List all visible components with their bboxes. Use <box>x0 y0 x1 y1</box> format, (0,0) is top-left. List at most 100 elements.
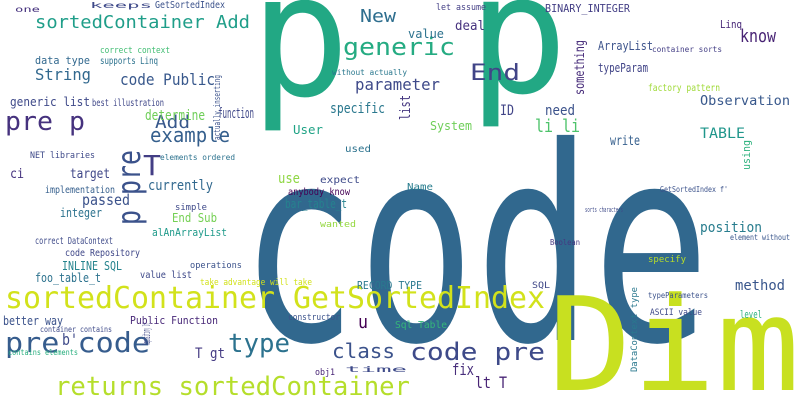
word: p <box>250 0 350 136</box>
word: ASCII value <box>650 308 702 318</box>
word: obj1 <box>315 368 335 378</box>
word: write <box>610 134 640 149</box>
word: Repository lt <box>140 323 153 345</box>
word: T gt <box>195 346 225 362</box>
word: method <box>735 278 785 294</box>
word: pre p <box>5 107 85 137</box>
word: generic list <box>10 95 90 109</box>
word: using <box>740 140 753 170</box>
word: used <box>345 144 371 155</box>
word: b' <box>62 330 78 349</box>
word: ID <box>500 103 514 119</box>
word: Linq <box>720 18 742 31</box>
word: End <box>470 61 520 86</box>
word: code Public <box>120 70 215 89</box>
word: let assume <box>436 3 486 13</box>
word: pre code <box>5 326 150 359</box>
word: u <box>358 312 368 333</box>
word: sortedContainer Add <box>35 12 250 33</box>
word: DataContext type <box>630 287 640 372</box>
word: foo_table_t <box>35 271 101 285</box>
word: typeParam <box>598 61 648 75</box>
word: deal <box>455 19 485 34</box>
word: element without <box>730 233 790 242</box>
word: bar_table_t <box>285 197 347 211</box>
word: TABLE <box>700 126 745 142</box>
word: factory pattern <box>648 83 720 94</box>
word: Add <box>155 112 190 133</box>
word: list <box>398 95 414 120</box>
word: correct DataContext <box>35 236 113 247</box>
word: without actually <box>332 68 407 77</box>
word: lt T <box>475 373 507 392</box>
word: User <box>293 123 323 137</box>
word: something <box>573 40 588 95</box>
word: RECORD TYPE <box>357 279 422 292</box>
word: better way <box>3 314 63 328</box>
word: code <box>240 89 710 400</box>
word: p pre <box>110 150 148 225</box>
word: supports Linq <box>100 56 158 67</box>
word: take advantage will take <box>200 278 312 288</box>
word: elements ordered <box>160 153 235 162</box>
word: End Sub <box>172 211 217 225</box>
word: ArrayList <box>598 39 653 53</box>
word: data type <box>35 54 90 67</box>
word: use <box>278 171 300 187</box>
word: New <box>360 6 396 27</box>
word: expect <box>320 175 360 186</box>
word: example <box>150 123 230 147</box>
word: GetSortedIndex <box>155 0 225 11</box>
word: know <box>740 26 776 47</box>
word: function <box>218 106 254 122</box>
word: keeps <box>90 1 152 10</box>
word: class <box>332 339 395 363</box>
word: li li <box>535 116 580 137</box>
word: level <box>740 308 762 321</box>
word: sortedContainer GetSortedIndex <box>5 281 545 316</box>
word: contains elements <box>8 348 78 357</box>
word: time <box>345 365 408 374</box>
word: container contains <box>40 325 112 334</box>
word: target <box>70 167 110 182</box>
word: NET libraries <box>30 151 95 161</box>
word: position <box>700 220 762 236</box>
word: specify <box>648 255 687 265</box>
word: SQL <box>532 281 550 291</box>
word: alAnArrayList <box>152 226 227 239</box>
word: type <box>228 329 290 359</box>
word: constructor <box>288 313 341 323</box>
word: INLINE SQL <box>62 259 122 273</box>
word: Sql Table <box>395 320 447 331</box>
word: correct context <box>100 46 170 56</box>
word: returns sortedContainer <box>55 372 410 400</box>
word: one <box>15 5 40 14</box>
word: operations <box>190 261 242 271</box>
word: Dim <box>548 269 800 400</box>
word: fix <box>452 360 474 379</box>
word: Boolean <box>550 238 580 247</box>
word: determine <box>145 108 205 124</box>
word: integer <box>60 206 102 220</box>
word: code pre <box>410 338 545 366</box>
word: actually inserting <box>213 75 223 140</box>
word: best illustration <box>92 98 164 109</box>
word: value list <box>140 270 192 281</box>
word: implementation <box>45 185 115 196</box>
word: specific <box>330 101 385 117</box>
word: generic <box>343 33 455 61</box>
word: anybody know <box>288 187 351 198</box>
word: T <box>143 149 161 182</box>
word: code Repository <box>65 248 140 259</box>
word: wanted <box>320 220 356 230</box>
word: value <box>408 27 444 41</box>
word: GetSortedIndex f' <box>660 185 728 194</box>
word: ci <box>10 167 24 182</box>
word: passed <box>82 191 130 209</box>
word: p <box>468 0 568 131</box>
word: simple <box>175 203 207 213</box>
word: Name <box>407 182 433 193</box>
word: Public Function <box>130 314 218 327</box>
